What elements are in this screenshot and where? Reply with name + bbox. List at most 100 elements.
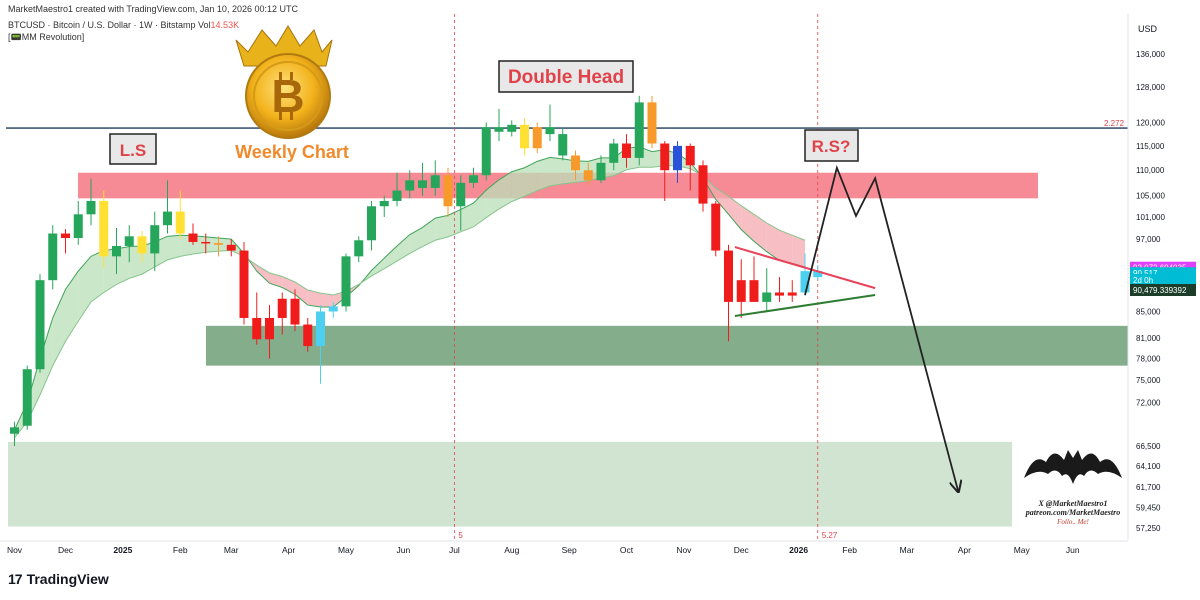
- ema-ribbon-segment: [448, 209, 461, 237]
- ema-ribbon-segment: [460, 203, 474, 232]
- watermark-line1: X @MarketMaestro1: [1037, 499, 1107, 508]
- time-tick-label: Apr: [282, 545, 295, 555]
- candle-body: [290, 298, 300, 325]
- currency-label: USD: [1138, 24, 1158, 34]
- candle-body: [265, 317, 274, 340]
- price-tick-label: 57,250: [1136, 524, 1161, 533]
- candle-body: [277, 298, 287, 318]
- candle-body: [596, 162, 606, 181]
- candle-body: [430, 175, 440, 188]
- vertical-marker-label: 5.27: [822, 531, 838, 540]
- price-tick-label: 72,000: [1136, 398, 1161, 407]
- ema-ribbon-segment: [499, 171, 512, 209]
- price-tick-label: 101,000: [1136, 213, 1165, 222]
- ema-ribbon-segment: [435, 215, 448, 241]
- time-tick-label: 2025: [113, 545, 132, 555]
- candle-body: [112, 245, 121, 257]
- time-axis[interactable]: Nov Dec 2025 Feb Mar Apr May Jun Jul Aug Sep Oct Nov…: [7, 545, 1080, 555]
- candle-body: [685, 145, 695, 166]
- level-label: 2.272: [1104, 119, 1125, 128]
- tradingview-brand[interactable]: 17 TradingView: [8, 571, 109, 587]
- candle-body: [545, 127, 555, 135]
- ema-ribbon-segment: [486, 179, 499, 218]
- indicator-line: [📟MM Revolution]: [8, 32, 85, 42]
- right-shoulder-text: R.S?: [812, 137, 851, 156]
- price-tick-label: 66,500: [1136, 442, 1161, 451]
- candle-body: [520, 124, 529, 149]
- candle-body: [469, 175, 478, 183]
- price-tick-label: 75,000: [1136, 376, 1161, 385]
- candle-body: [10, 427, 19, 434]
- tradingview-brand-text: TradingView: [26, 571, 109, 587]
- ema-ribbon-segment: [40, 317, 53, 395]
- ema-ribbon-segment: [129, 245, 142, 279]
- price-tick-label: 61,700: [1136, 483, 1161, 492]
- time-tick-label: Jun: [397, 545, 411, 555]
- candle-body: [73, 214, 83, 239]
- price-tag-ema-text: 90,479.339392: [1133, 286, 1187, 295]
- candle-body: [405, 180, 415, 191]
- time-tick-label: Mar: [224, 545, 239, 555]
- volume-value: 14.53K: [210, 20, 240, 30]
- candle-body: [800, 271, 810, 293]
- created-by-line: MarketMaestro1 created with TradingView.…: [8, 4, 298, 14]
- candle-body: [507, 124, 517, 132]
- candle-body: [35, 280, 45, 370]
- time-tick-label: Oct: [620, 545, 634, 555]
- left-shoulder-text: L.S: [120, 141, 146, 160]
- vertical-markers-layer: 5 5.27: [453, 14, 838, 540]
- time-tick-label: Aug: [504, 545, 519, 555]
- double-head-text: Double Head: [508, 67, 624, 88]
- ema-ribbon-segment: [371, 258, 385, 276]
- ema-ribbon-segment: [103, 248, 117, 293]
- candle-body: [188, 233, 198, 242]
- candle-body: [367, 206, 376, 241]
- ema-ribbon-segment: [473, 190, 487, 227]
- candle-body: [61, 233, 70, 239]
- price-tick-label: 64,100: [1136, 462, 1161, 471]
- ema-ribbon-segment: [409, 227, 423, 254]
- candle-body: [698, 165, 708, 204]
- ema-ribbon-segment: [91, 250, 104, 302]
- candle-body: [214, 243, 223, 245]
- candle-body: [303, 324, 313, 347]
- time-tick-label: Dec: [58, 545, 74, 555]
- time-tick-label: Feb: [842, 545, 857, 555]
- price-tick-label: 136,000: [1136, 50, 1165, 59]
- time-tick-label: Nov: [7, 545, 23, 555]
- ema-ribbon-segment: [167, 235, 181, 260]
- time-tick-label: Nov: [676, 545, 692, 555]
- candle-body: [749, 280, 759, 302]
- bat-watermark: X @MarketMaestro1 patreon.com/MarketMaes…: [1024, 450, 1122, 526]
- candle-body: [660, 143, 670, 171]
- ema-ribbon-segment: [295, 281, 308, 306]
- price-axis[interactable]: 57,250 59,450 61,700 64,100 66,500 72,000 75,0…: [1136, 50, 1165, 533]
- candle-body: [124, 236, 134, 246]
- candle-body: [443, 175, 453, 207]
- ema-ribbon-segment: [766, 222, 780, 261]
- price-chart[interactable]: 2.272 5 5.27 B L.S Weekly Chart Double He…: [0, 0, 1200, 560]
- candle-body: [379, 200, 389, 207]
- candle-body: [163, 211, 172, 226]
- candle-body: [494, 127, 504, 132]
- candle-body: [583, 170, 593, 181]
- left-shoulder-label: L.S: [109, 133, 157, 165]
- ema-ribbon-segment: [320, 293, 334, 307]
- horizontal-level-layer: 2.272: [6, 119, 1128, 129]
- price-tick-label: 120,000: [1136, 119, 1165, 128]
- price-tick-label: 105,000: [1136, 192, 1165, 201]
- price-tick-label: 110,000: [1136, 166, 1165, 175]
- price-tick-label: 78,000: [1136, 355, 1161, 364]
- candle-body: [711, 203, 721, 251]
- candle-body: [150, 225, 160, 254]
- triangle-upper-line: [734, 246, 876, 290]
- candle-body: [99, 200, 109, 257]
- price-tag-current-text: 90,517: [1133, 269, 1158, 278]
- ema-ribbon-segment: [65, 271, 79, 342]
- svg-text:B: B: [271, 70, 304, 122]
- ema-ribbon-segment: [511, 167, 525, 202]
- time-tick-label: Jun: [1066, 545, 1080, 555]
- candle-body: [201, 241, 211, 244]
- projection-layer: [804, 164, 958, 491]
